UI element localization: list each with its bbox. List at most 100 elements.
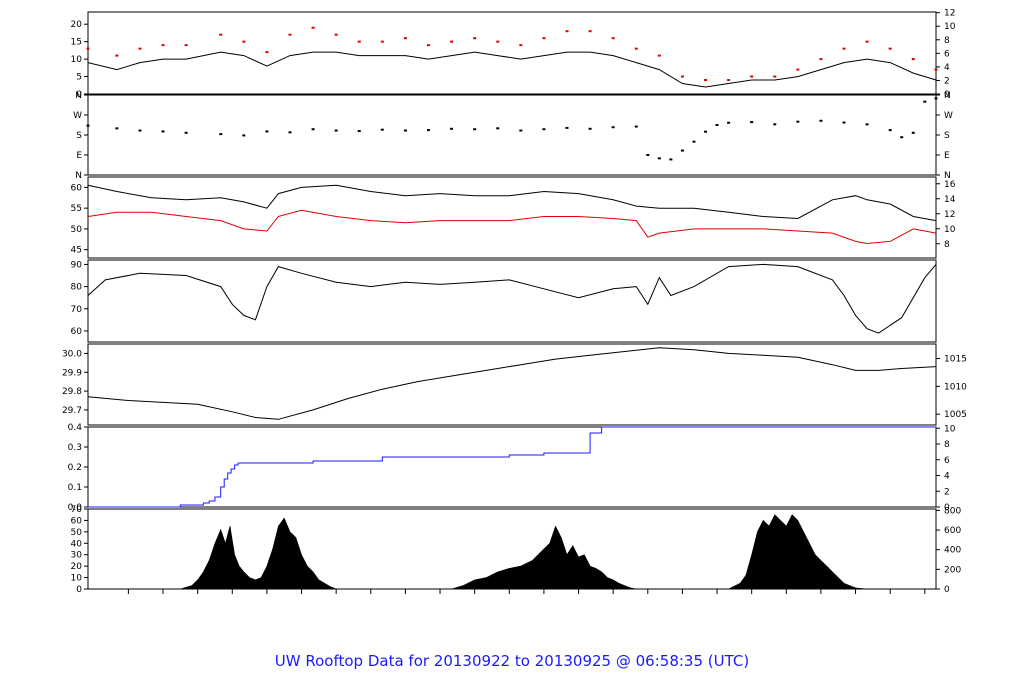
slp-rtick-label: 1015 [944, 355, 967, 365]
wind-point [911, 58, 915, 61]
dir-point [426, 129, 430, 132]
rad-ytick-label: 60 [71, 516, 83, 526]
rh-ytick-label: 70 [71, 305, 83, 315]
dir-rtick-label: E [944, 151, 950, 161]
dir-point [692, 140, 696, 143]
panel-pcp: 0.0 0.1 0.2 0.3 0.4 0 2 4 6 8 10 [68, 423, 956, 513]
wind-point [796, 68, 800, 71]
wind-ytick-label: 0 [76, 90, 82, 100]
dir-point [473, 128, 477, 131]
slp-ytick-label: 29.7 [62, 406, 82, 416]
wind-point [242, 40, 246, 43]
wind-point [219, 33, 223, 36]
panel-wind: 0 5 10 15 20 0 2 4 6 8 10 12 [71, 9, 956, 100]
wind-ytick-label: 10 [71, 55, 83, 65]
dir-point [242, 134, 246, 137]
dir-point [611, 126, 615, 129]
wind-ytick-label: 15 [71, 38, 82, 48]
wind-point [311, 26, 315, 29]
dir-point [634, 125, 638, 128]
dir-ytick-label: N [75, 91, 82, 101]
dir-rtick-label: S [944, 131, 950, 141]
dir-point [657, 157, 661, 160]
wind-point [138, 47, 142, 50]
dir-point [161, 130, 165, 133]
slp-rtick-label: 1010 [944, 382, 967, 392]
rh-ytick-label: 60 [71, 327, 83, 337]
pcp-series-0 [88, 426, 936, 508]
slp-ytick-label: 29.9 [62, 368, 82, 378]
wind-point [496, 40, 500, 43]
rad-rtick-label: 0 [944, 585, 950, 595]
panel-slp: 29.7 29.8 29.9 30.0 1005 1010 1015 [62, 343, 967, 426]
dir-point [865, 123, 869, 126]
dir-point [680, 149, 684, 152]
dir-point [646, 154, 650, 156]
dir-point [265, 130, 269, 133]
dir-point [86, 124, 90, 127]
dir-point [842, 121, 846, 124]
temp-rtick-label: 12 [944, 210, 955, 220]
dir-point [750, 121, 754, 124]
wind-point [611, 37, 615, 40]
dir-point [704, 130, 708, 133]
wind-point [727, 79, 731, 82]
temp-rtick-label: 10 [944, 225, 956, 235]
wind-point [450, 40, 454, 43]
rad-ytick-label: 40 [71, 539, 83, 549]
wind-rtick-label: 10 [944, 22, 956, 32]
pcp-frame [87, 426, 937, 508]
rh-series-0 [87, 263, 937, 334]
wind-point [634, 47, 638, 50]
slp-rtick-label: 1005 [944, 410, 967, 420]
temp-ytick-label: 55 [71, 204, 82, 214]
temp-rtick-label: 8 [944, 240, 950, 250]
wind-rtick-label: 4 [944, 63, 950, 73]
dir-point [819, 119, 823, 122]
rad-ytick-label: 70 [71, 505, 83, 515]
temp-series-1 [87, 209, 937, 245]
wind-point [334, 33, 338, 36]
dir-point [450, 127, 454, 130]
dir-point [184, 131, 188, 134]
slp-ytick-label: 29.8 [62, 387, 82, 397]
rad-rtick-label: 600 [944, 526, 961, 536]
wind-point [86, 47, 90, 50]
dir-ytick-label: E [76, 151, 82, 161]
wind-point [542, 37, 546, 40]
rad-rtick-label: 400 [944, 546, 961, 556]
dir-point [219, 133, 223, 136]
temp-rtick-label: 16 [944, 180, 956, 190]
dir-rtick-label: W [944, 111, 953, 121]
wind-rtick-label: 6 [944, 49, 950, 59]
dir-point [138, 129, 142, 132]
rad-ytick-label: 10 [71, 574, 83, 584]
pcp-ytick-label: 0.1 [68, 483, 82, 493]
panel-rh: 60 70 80 90 [71, 259, 937, 343]
pcp-rtick-label: 0 [944, 503, 950, 513]
wind-rtick-label: 0 [944, 90, 950, 100]
rh-ytick-label: 80 [71, 283, 83, 293]
wind-rtick-label: 2 [944, 76, 950, 86]
dir-ytick-label: W [73, 111, 82, 121]
rad-rtick-label: 200 [944, 565, 961, 575]
wind-point [265, 51, 269, 54]
wind-ytick-label: 5 [76, 73, 82, 83]
wind-point [403, 37, 407, 40]
dir-point [334, 129, 338, 132]
slp-series-0 [87, 347, 937, 420]
dir-point [311, 128, 315, 131]
pcp-ytick-label: 0.3 [68, 443, 82, 453]
rh-frame [87, 259, 937, 343]
panel-dir: N NE ES SW WN N [73, 91, 953, 181]
dir-point [888, 129, 892, 132]
wind-point [426, 44, 430, 47]
pcp-ytick-label: 0.0 [68, 503, 83, 513]
temp-ytick-label: 60 [71, 183, 83, 193]
pcp-rtick-label: 10 [944, 424, 956, 434]
dir-point [519, 129, 523, 132]
dir-point [796, 120, 800, 123]
page-title: UW Rooftop Data for 20130922 to 20130925… [275, 652, 749, 670]
